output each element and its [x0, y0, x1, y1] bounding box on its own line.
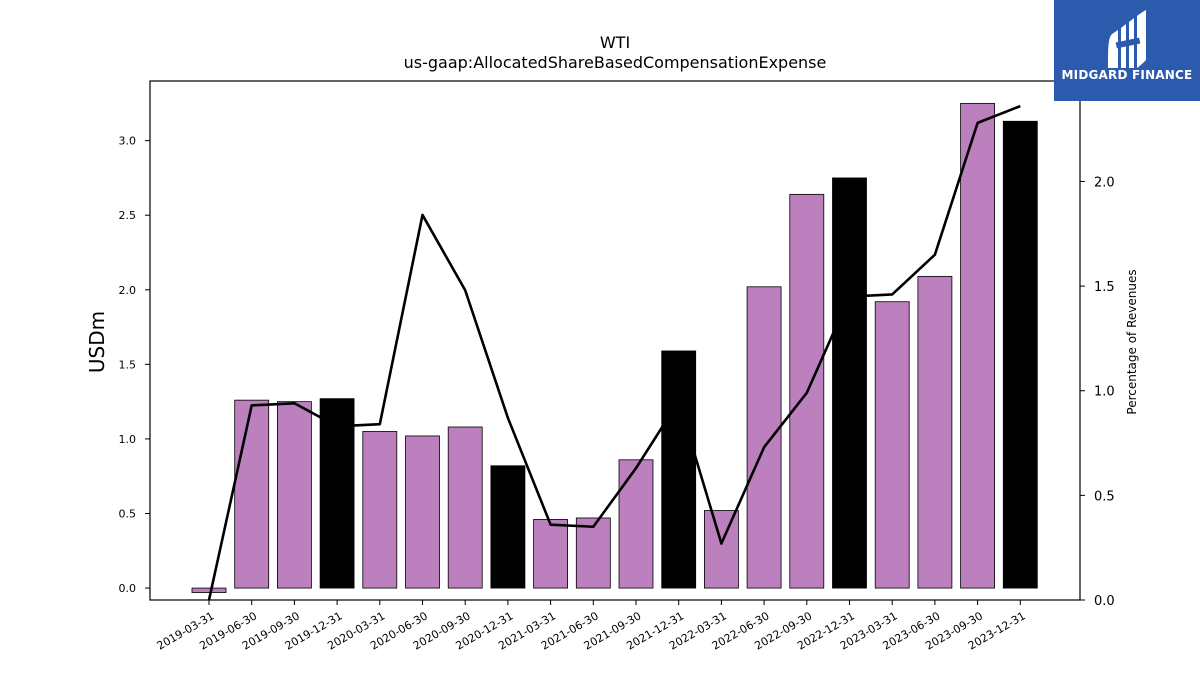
bar — [917, 275, 953, 589]
bar — [746, 286, 782, 589]
percentage-line — [207, 104, 1021, 601]
bar — [960, 102, 995, 589]
bar — [234, 399, 270, 589]
bar — [447, 426, 483, 589]
y-tick-label: 0.5 — [119, 508, 137, 521]
plot-frame — [149, 80, 1081, 601]
chart-subtitle: us-gaap:AllocatedShareBasedCompensationE… — [404, 53, 827, 72]
y2-tick-label: 0.5 — [1094, 489, 1115, 504]
y-axis-label: USDm — [85, 311, 109, 373]
bar — [362, 431, 398, 589]
y2-axis-label: Percentage of Revenues — [1125, 269, 1139, 414]
y2-tick-label: 1.0 — [1094, 385, 1115, 400]
bar — [874, 301, 910, 589]
y-tick-label: 1.0 — [119, 433, 137, 446]
bar — [832, 177, 867, 589]
bar — [319, 398, 355, 589]
bar — [405, 435, 440, 589]
bar — [191, 587, 227, 593]
bar — [575, 517, 611, 589]
brand-name: MIDGARD FINANCE — [1061, 68, 1193, 82]
bar — [1002, 120, 1038, 589]
chart-title: WTI — [600, 33, 630, 52]
y-tick-label: 0.0 — [119, 582, 137, 595]
bar — [704, 510, 739, 589]
y2-tick-label: 2.0 — [1094, 175, 1115, 190]
bar — [490, 465, 526, 589]
y2-tick-label: 0.0 — [1094, 594, 1115, 609]
bar — [618, 459, 654, 589]
y2-tick-label: 1.5 — [1094, 280, 1115, 295]
bar — [276, 401, 312, 589]
bar — [661, 350, 697, 589]
bar — [533, 519, 568, 589]
line-group — [207, 104, 1021, 601]
y-tick-label: 2.5 — [119, 209, 137, 222]
y-tick-label: 1.5 — [119, 358, 137, 371]
y-tick-label: 2.0 — [119, 284, 137, 297]
brand-mark-icon — [1108, 10, 1146, 68]
bars-group — [191, 102, 1038, 593]
brand-logo: MIDGARD FINANCE — [1054, 0, 1200, 101]
y-tick-label: 3.0 — [119, 135, 137, 148]
